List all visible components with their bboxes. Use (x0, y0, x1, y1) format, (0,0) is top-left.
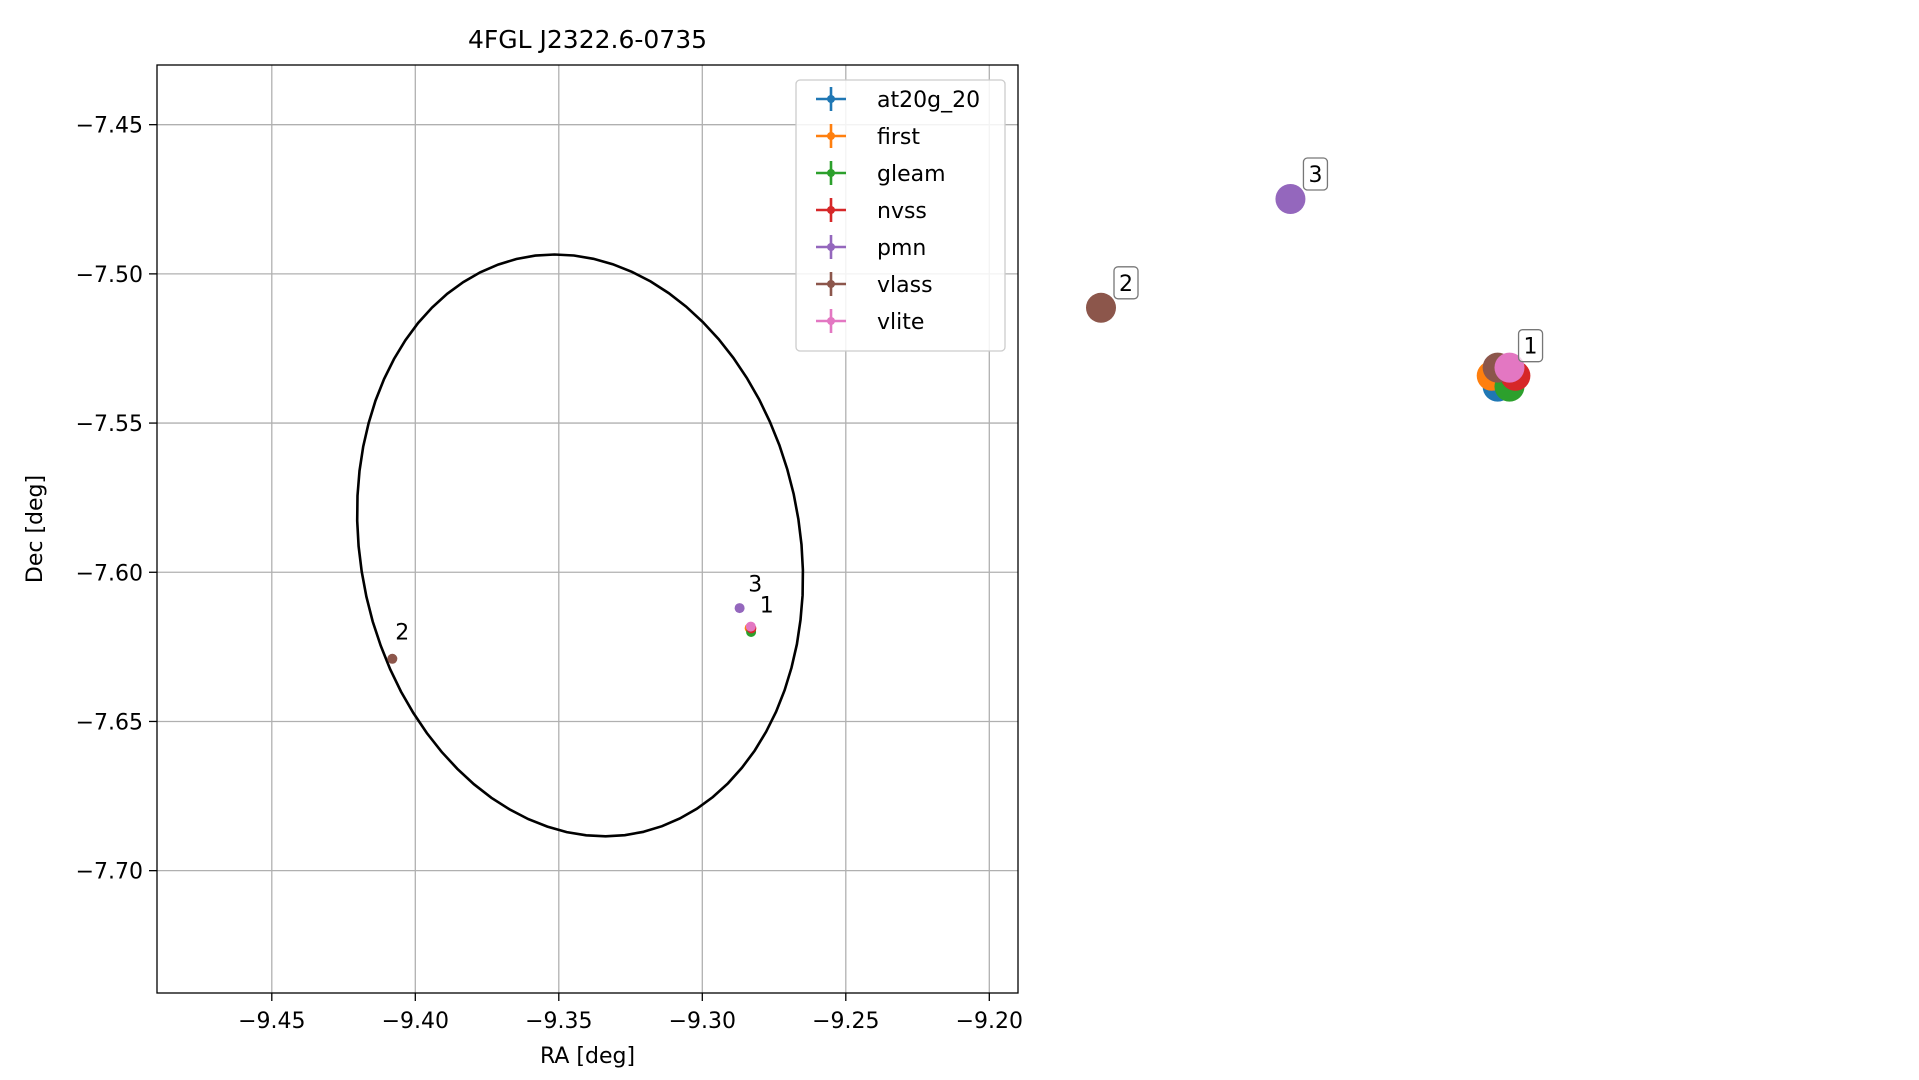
axes-frame (156, 64, 1019, 994)
x-ticks: −9.45 −9.40 −9.35 −9.30 −9.25 −9.20 (238, 993, 1023, 1034)
x-tick-label: −9.30 (669, 1009, 736, 1034)
graph-node-label: 2 (1113, 266, 1139, 300)
x-tick-label: −9.45 (238, 1009, 305, 1034)
graph-label-box (1517, 329, 1544, 363)
y-axis-label: Dec [deg] (23, 475, 48, 583)
point-annotations: 1 2 3 (395, 573, 773, 646)
graph-labels: 2 3 1 (1113, 157, 1544, 363)
graph-node-pmn (1275, 184, 1306, 214)
x-tick-label: −9.20 (956, 1009, 1023, 1034)
legend-entry-at20g_20: at20g_20 (816, 87, 980, 113)
graph-node-vlite (1494, 352, 1525, 383)
legend-label: nvss (877, 199, 927, 224)
y-tick-label: −7.70 (76, 860, 143, 885)
graph-label-text: 2 (1119, 272, 1133, 297)
uncertainty-ellipse (355, 253, 805, 838)
legend-marker (827, 169, 835, 177)
graph-node-vlass (1086, 292, 1116, 323)
legend-label: at20g_20 (877, 88, 980, 113)
data-point-pmn (734, 603, 745, 614)
scatter-panel: −9.45 −9.40 −9.35 −9.30 −9.25 −9.20 −7.45 −7.5… (23, 25, 1023, 1069)
legend-marker (827, 206, 835, 214)
legend-box (795, 79, 1006, 352)
y-ticks: −7.45 −7.50 −7.55 −7.60 −7.65 −7.70 (76, 114, 157, 885)
x-tick-label: −9.35 (525, 1009, 592, 1034)
point-annotation: 3 (748, 573, 762, 598)
legend-entry-pmn: pmn (816, 235, 926, 261)
legend-marker (827, 243, 835, 251)
legend-label: first (877, 125, 920, 150)
legend-marker (827, 95, 835, 103)
legend-label: vlite (877, 310, 924, 335)
graph-label-text: 3 (1308, 163, 1322, 188)
graph-label-text: 1 (1524, 335, 1538, 360)
data-points (387, 603, 757, 664)
x-tick-label: −9.40 (382, 1009, 449, 1034)
legend-label: vlass (877, 273, 933, 298)
graph-nodes (1086, 184, 1531, 402)
y-tick-label: −7.55 (76, 412, 143, 437)
chart-title: 4FGL J2322.6-0735 (468, 25, 707, 54)
graph-label-box (1113, 266, 1139, 300)
legend-marker (827, 132, 835, 140)
y-tick-label: −7.65 (76, 710, 143, 735)
legend-entry-nvss: nvss (816, 198, 927, 224)
data-point-vlass (387, 653, 398, 664)
x-axis-label: RA [deg] (540, 1044, 635, 1069)
y-tick-label: −7.45 (76, 114, 143, 139)
data-point-vlite (745, 621, 756, 632)
legend-entry-vlite: vlite (816, 309, 924, 335)
x-tick-label: −9.25 (812, 1009, 879, 1034)
legend-entry-first: first (816, 124, 920, 150)
point-annotation: 1 (760, 594, 774, 619)
legend-entry-gleam: gleam (816, 161, 946, 187)
graph-panel: 2 3 1 (1086, 157, 1544, 402)
legend-marker (827, 317, 835, 325)
graph-node-label: 3 (1302, 157, 1329, 191)
point-annotation: 2 (395, 620, 409, 645)
legend-marker (827, 280, 835, 288)
graph-label-box (1302, 157, 1329, 191)
legend-entry-vlass: vlass (816, 272, 933, 298)
legend-label: pmn (877, 236, 926, 261)
legend-label: gleam (877, 162, 946, 187)
y-tick-label: −7.60 (76, 561, 143, 586)
y-tick-label: −7.50 (76, 263, 143, 288)
graph-node-label: 1 (1517, 329, 1544, 363)
